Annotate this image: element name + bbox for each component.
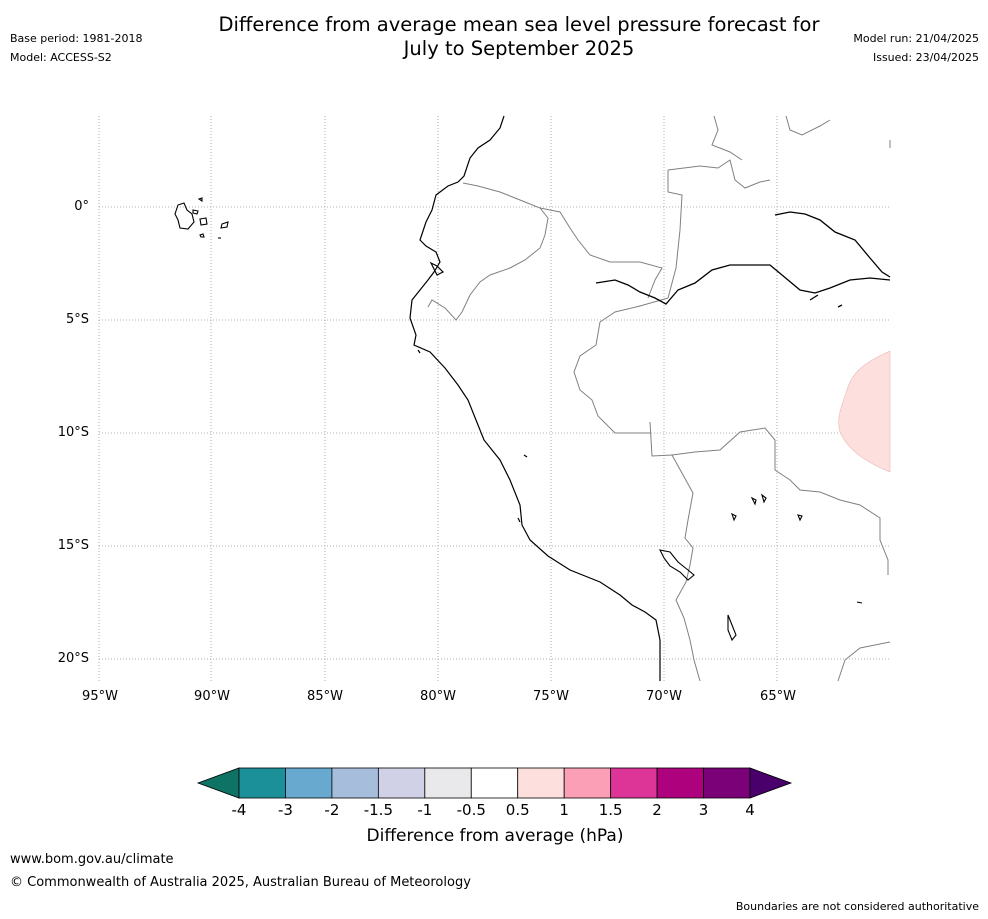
base-period-text: Base period: 1981-2018: [10, 32, 143, 45]
colorbar-tick-label: 1.5: [598, 801, 623, 819]
lon-label-90w: 90°W: [194, 689, 230, 704]
colorbar-tick-label: -1.5: [363, 801, 393, 819]
lon-label-95w: 95°W: [82, 689, 118, 704]
colorbar-tick-label: 0.5: [505, 801, 530, 819]
lon-label-70w: 70°W: [646, 689, 682, 704]
lon-label-85w: 85°W: [307, 689, 343, 704]
coastline: [409, 115, 661, 681]
colorbar-cell: [656, 767, 704, 799]
lat-label-5s: 5°S: [65, 312, 89, 327]
title-line-1: Difference from average mean sea level p…: [218, 13, 820, 36]
model-run-text: Model run: 21/04/2025: [853, 32, 979, 45]
colorbar-tick-label: -1: [417, 801, 433, 819]
country-borders: [427, 115, 891, 682]
lat-label-20s: 20°S: [57, 651, 89, 666]
colorbar-extend-low: [196, 767, 240, 799]
colorbar-cell: [470, 767, 519, 799]
colorbar-cells: [196, 767, 793, 799]
colorbar-tick-label: -3: [277, 801, 293, 819]
colorbar-cell: [610, 767, 658, 799]
colorbar-cell: [563, 767, 612, 799]
colorbar-tick-label: -2: [324, 801, 340, 819]
colorbar-cell: [703, 767, 751, 799]
footer-copyright: © Commonwealth of Australia 2025, Austra…: [10, 875, 471, 890]
colorbar-tick-label: 2: [652, 801, 662, 819]
lon-label-75w: 75°W: [533, 689, 569, 704]
chart-title: Difference from average mean sea level p…: [150, 13, 888, 61]
footer-url: www.bom.gov.au/climate: [10, 852, 174, 867]
colorbar-cell: [285, 767, 333, 799]
colorbar-cell: [377, 767, 426, 799]
title-line-2: July to September 2025: [403, 37, 635, 60]
colorbar-tick-label: 3: [698, 801, 709, 819]
lakes: [659, 493, 863, 642]
colorbar-tick-label: 1: [559, 801, 569, 819]
colorbar-tick-label: -0.5: [456, 801, 486, 819]
lat-label-10s: 10°S: [57, 425, 89, 440]
footer-note: Boundaries are not considered authoritat…: [735, 900, 979, 913]
amazon-river: [595, 211, 891, 308]
issued-text: Issued: 23/04/2025: [872, 51, 979, 64]
lon-label-65w: 65°W: [760, 689, 796, 704]
map-gridlines: [98, 116, 890, 681]
anomaly-region-positive: [838, 350, 891, 473]
colorbar-cell: [331, 767, 379, 799]
colorbar-extend-high: [749, 767, 793, 799]
galapagos-islands: [174, 197, 229, 239]
colorbar-label: Difference from average (hPa): [366, 826, 624, 846]
colorbar-cell: [424, 767, 472, 799]
colorbar-tick-label: -4: [231, 801, 247, 819]
colorbar-cell: [238, 767, 286, 799]
lat-label-15s: 15°S: [57, 538, 89, 553]
model-text: Model: ACCESS-S2: [10, 51, 112, 64]
lon-label-80w: 80°W: [420, 689, 456, 704]
lat-label-0: 0°: [74, 199, 89, 214]
colorbar-tick-label: 4: [745, 801, 755, 819]
colorbar-cell: [517, 767, 565, 799]
